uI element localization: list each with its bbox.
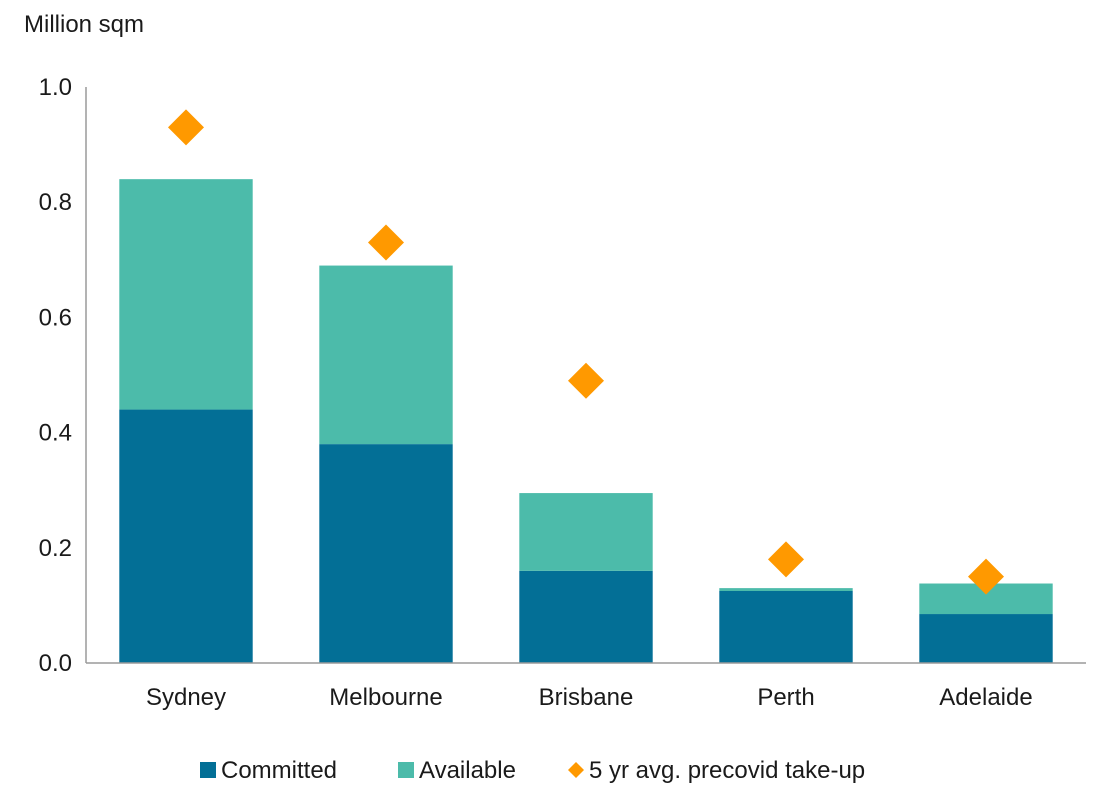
take-up-marker [168,109,204,146]
bar-committed [719,591,853,663]
legend-swatch-committed [200,762,216,778]
bar-available [119,179,253,410]
legend-label: 5 yr avg. precovid take-up [589,757,865,784]
y-axis-title: Million sqm [24,11,144,38]
legend-swatch-available [398,762,414,778]
bar-available [719,588,853,591]
x-axis-categories: Sydney Melbourne Brisbane Perth Adelaide [146,684,1033,711]
bar-committed [119,409,253,663]
legend-swatch-take-up [568,762,584,778]
bar-committed [519,570,653,663]
bar-available [319,265,453,445]
legend: Committed Available 5 yr avg. precovid tak… [200,757,865,784]
take-up-marker [768,541,804,578]
take-up-marker [568,362,604,399]
x-tick-label: Sydney [146,684,226,711]
x-tick-label: Adelaide [939,684,1032,711]
bar-committed [319,444,453,663]
y-tick-label: 0.2 [39,535,72,562]
x-tick-label: Brisbane [539,684,634,711]
y-tick-label: 1.0 [39,74,72,101]
markers [168,109,1004,595]
y-tick-label: 0.6 [39,304,72,331]
y-axis-ticks: 0.0 0.2 0.4 0.6 0.8 1.0 [39,74,72,677]
y-tick-label: 0.8 [39,189,72,216]
legend-label: Available [419,757,516,784]
bar-available [519,493,653,571]
take-up-marker [368,224,404,261]
x-tick-label: Perth [757,684,814,711]
legend-label: Committed [221,757,337,784]
y-tick-label: 0.0 [39,650,72,677]
bar-committed [919,614,1053,663]
y-tick-label: 0.4 [39,420,72,447]
x-tick-label: Melbourne [329,684,442,711]
bars [119,179,1053,663]
take-up-marker [968,558,1004,595]
